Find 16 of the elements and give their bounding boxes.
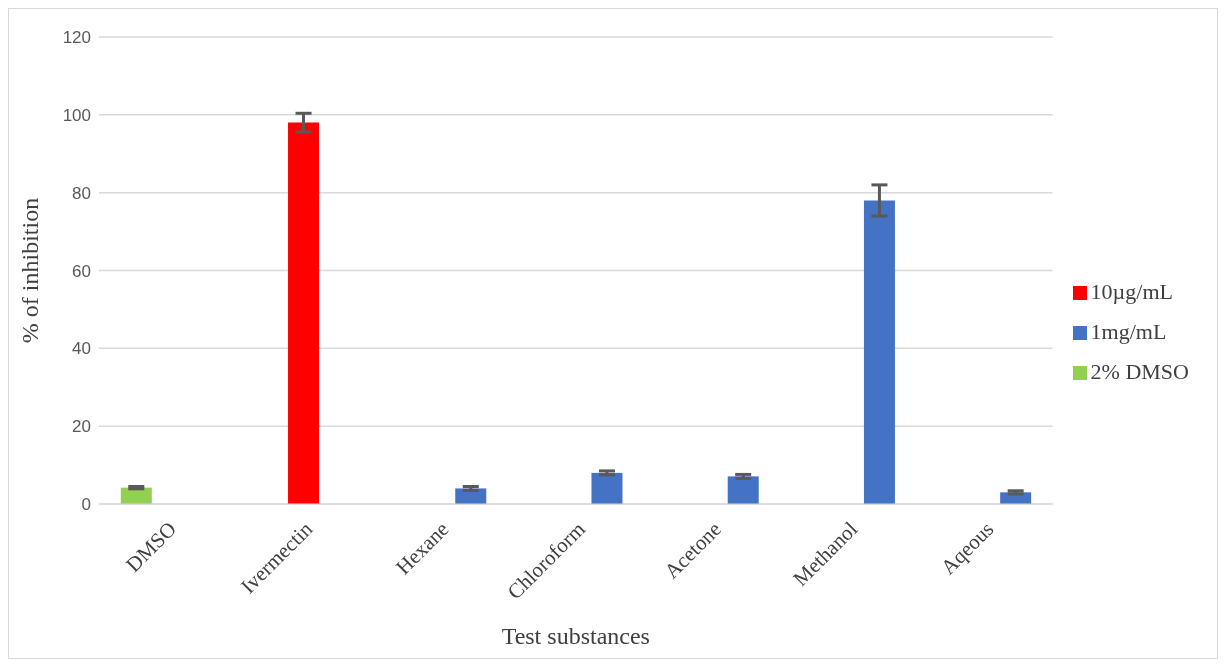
y-tick-label: 0 — [81, 495, 91, 515]
bar — [591, 472, 623, 504]
legend-label: 1mg/mL — [1090, 318, 1167, 344]
bar — [727, 476, 759, 504]
y-tick-label: 120 — [62, 28, 91, 48]
legend-label: 10µg/mL — [1090, 278, 1173, 304]
bar — [863, 200, 895, 504]
legend-label: 2% DMSO — [1090, 358, 1189, 384]
y-tick-label: 80 — [72, 183, 91, 203]
bar — [288, 122, 320, 504]
x-axis-title: Test substances — [501, 623, 650, 649]
y-tick-label: 20 — [72, 417, 91, 437]
y-tick-label: 60 — [72, 261, 91, 281]
y-tick-label: 100 — [62, 105, 91, 125]
y-axis-title: % of inhibition — [16, 197, 43, 344]
y-tick-label: 40 — [72, 339, 91, 359]
